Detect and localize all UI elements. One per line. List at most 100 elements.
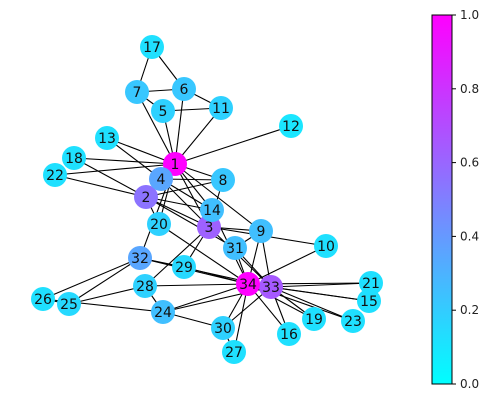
colorbar-tick-label: 0.8	[460, 82, 479, 96]
node-label: 8	[219, 173, 228, 189]
edge-2-31	[145, 196, 236, 249]
node-label: 7	[133, 85, 142, 101]
node-circle	[200, 198, 224, 222]
node-label: 4	[157, 172, 166, 188]
node-19: 19	[302, 307, 326, 331]
node-label: 31	[226, 241, 244, 257]
edge-1-7	[136, 91, 176, 165]
edge-1-18	[73, 157, 176, 165]
edge-1-22	[54, 163, 176, 176]
node-label: 5	[159, 104, 168, 120]
node-label: 14	[203, 203, 221, 219]
node-circle	[57, 292, 81, 316]
node-label: 15	[360, 294, 378, 310]
node-circle	[95, 126, 119, 150]
edge-3-28	[144, 226, 210, 287]
node-label: 23	[344, 314, 362, 330]
node-circle	[62, 146, 86, 170]
node-29: 29	[172, 255, 196, 279]
node-circle	[163, 152, 187, 176]
colorbar-ticks: 0.0 0.2 0.4 0.6 0.8 1.0	[452, 8, 479, 391]
node-13: 13	[95, 126, 119, 150]
node-14: 14	[200, 198, 224, 222]
node-18: 18	[62, 146, 86, 170]
node-circle	[149, 167, 173, 191]
edge-1-13	[106, 137, 176, 165]
edge-1-12	[174, 125, 292, 165]
node-circle	[277, 322, 301, 346]
edge-26-32	[42, 257, 141, 300]
node-label: 34	[239, 277, 257, 293]
node-label: 19	[305, 312, 323, 328]
colorbar-tick-label: 0.0	[460, 377, 479, 391]
node-circle	[172, 77, 196, 101]
node-circle	[140, 35, 164, 59]
node-circle	[151, 300, 175, 324]
node-8: 8	[211, 168, 235, 192]
node-21: 21	[359, 271, 383, 295]
node-20: 20	[147, 212, 171, 236]
node-circle	[314, 234, 338, 258]
node-6: 6	[172, 77, 196, 101]
node-circle	[223, 236, 247, 260]
node-circle	[128, 246, 152, 270]
node-circle	[43, 163, 67, 187]
node-4: 4	[149, 167, 173, 191]
node-circle	[151, 99, 175, 123]
edge-20-34	[158, 223, 249, 285]
node-label: 28	[136, 279, 154, 295]
node-circle	[302, 307, 326, 331]
node-label: 21	[362, 276, 380, 292]
node-31: 31	[223, 236, 247, 260]
colorbar-tick-label: 0.2	[460, 303, 479, 317]
edge-23-33	[270, 286, 354, 322]
node-label: 9	[257, 224, 266, 240]
node-34: 34	[236, 272, 260, 296]
node-label: 30	[214, 321, 232, 337]
node-1: 1	[163, 152, 187, 176]
node-circle	[279, 114, 303, 138]
node-circle	[211, 316, 235, 340]
edge-1-6	[174, 88, 185, 165]
node-label: 18	[65, 151, 83, 167]
node-label: 11	[212, 101, 230, 117]
node-label: 16	[280, 327, 298, 343]
node-label: 32	[131, 251, 149, 267]
node-label: 24	[154, 305, 172, 321]
edge-2-8	[145, 179, 224, 198]
colorbar-tick-label: 1.0	[460, 8, 479, 22]
node-circle	[222, 340, 246, 364]
node-label: 22	[46, 168, 64, 184]
node-circle	[172, 255, 196, 279]
node-label: 26	[34, 292, 52, 308]
node-circle	[249, 219, 273, 243]
node-label: 17	[143, 40, 161, 56]
node-circle	[236, 272, 260, 296]
node-label: 2	[142, 190, 151, 206]
node-label: 20	[150, 217, 168, 233]
colorbar-tick-label: 0.6	[460, 156, 479, 170]
edge-25-28	[68, 285, 146, 305]
node-label: 3	[205, 220, 214, 236]
node-23: 23	[341, 309, 365, 333]
node-circle	[147, 212, 171, 236]
node-25: 25	[57, 292, 81, 316]
node-circle	[133, 274, 157, 298]
edge-28-34	[144, 283, 249, 287]
graph-nodes: 1234567891011121314151617181920212223242…	[31, 35, 383, 364]
node-33: 33	[259, 275, 283, 299]
node-label: 6	[180, 82, 189, 98]
node-27: 27	[222, 340, 246, 364]
node-label: 25	[60, 297, 78, 313]
colorbar-gradient	[431, 14, 453, 385]
node-12: 12	[279, 114, 303, 138]
node-label: 27	[225, 345, 243, 361]
node-circle	[341, 309, 365, 333]
node-16: 16	[277, 322, 301, 346]
node-label: 10	[317, 239, 335, 255]
edge-2-22	[54, 174, 147, 198]
node-24: 24	[151, 300, 175, 324]
node-28: 28	[133, 274, 157, 298]
node-5: 5	[151, 99, 175, 123]
node-circle	[209, 96, 233, 120]
